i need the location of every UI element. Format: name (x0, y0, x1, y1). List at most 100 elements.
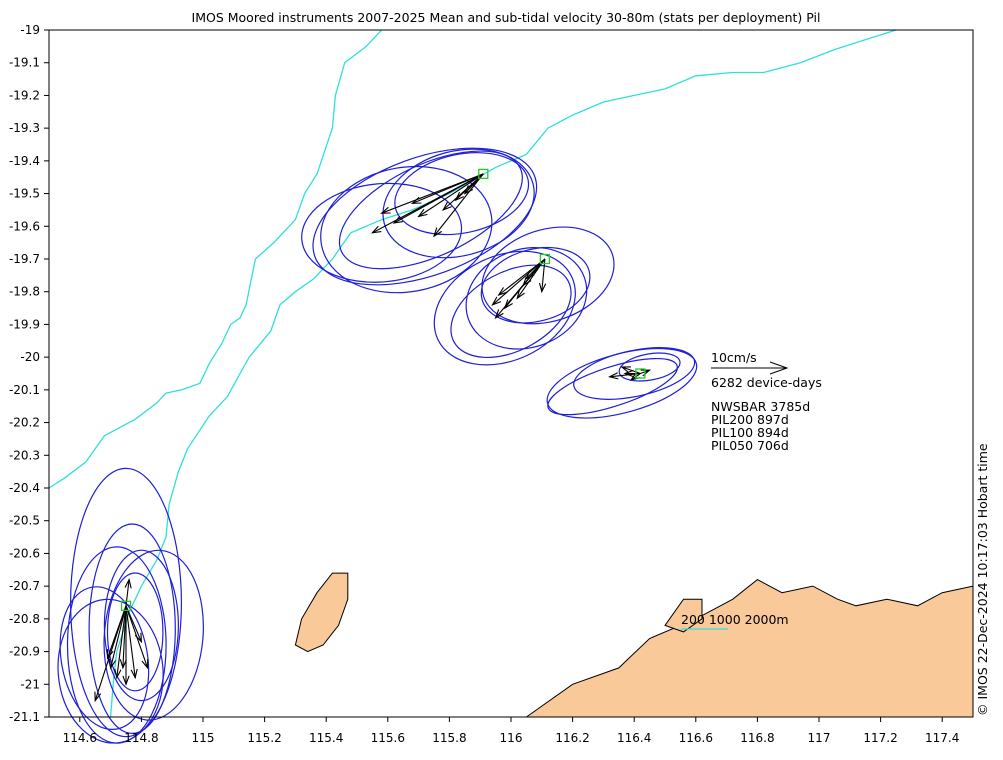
y-tick-label: -19.4 (9, 154, 40, 168)
scale-arrow-head (769, 361, 789, 375)
x-tick-label: 116 (500, 731, 523, 745)
nwsbar-velocity-vector-3 (418, 173, 484, 217)
station-label-2: PIL200 897d (711, 412, 789, 427)
pil200-variance-ellipse-4 (480, 246, 591, 324)
ellipse-layer (57, 147, 698, 744)
pil050-velocity-arrowhead-2 (114, 668, 122, 680)
pil200-variance-ellipse-0 (481, 226, 615, 325)
x-tick-label: 115.6 (371, 731, 405, 745)
nwsbar-variance-ellipse-0 (382, 148, 535, 259)
pil050-velocity-arrowhead-1 (109, 658, 117, 670)
nwsbar-velocity-arrowhead-2 (380, 206, 391, 214)
scale-label: 10cm/s (711, 350, 757, 365)
land-polygon-2 (664, 598, 703, 633)
pil100-variance-ellipse-1 (573, 347, 696, 400)
y-tick-label: -19.7 (9, 252, 40, 266)
pil200-velocity-vector-3 (516, 258, 546, 299)
nwsbar-velocity-vector-4 (412, 173, 484, 204)
pil050-variance-ellipse-7 (57, 598, 164, 744)
pil050-variance-ellipse-3 (103, 549, 179, 702)
x-tick-label: 114.6 (63, 731, 97, 745)
y-tick-label: -20.5 (9, 514, 40, 528)
x-tick-label: 114.8 (124, 731, 158, 745)
pil100-velocity-arrowhead-4 (623, 369, 634, 378)
pil050-velocity-vector-8 (106, 605, 127, 659)
y-tick-label: -19.3 (9, 121, 40, 135)
land-polygon-0 (524, 579, 974, 718)
pil050-velocity-arrowhead-6 (124, 578, 132, 589)
y-tick-label: -19 (20, 23, 40, 37)
pil100-variance-ellipse-3 (618, 352, 681, 382)
pil050-velocity-arrowhead-8 (106, 649, 114, 660)
pil200-mooring-marker (539, 253, 551, 265)
y-tick-label: -19.1 (9, 56, 40, 70)
x-axis: 114.6 114.8 115 115.2 115.4 115.6 115.8 116 116.… (63, 717, 959, 745)
pil200-velocity-arrowhead-0 (491, 296, 502, 306)
y-tick-label: -20.4 (9, 481, 40, 495)
y-tick-label: -21 (20, 677, 40, 691)
pil100-mooring-marker (635, 368, 646, 379)
nwsbar-velocity-arrowhead-1 (392, 215, 403, 224)
y-tick-label: -19.6 (9, 219, 40, 233)
device-days-label: 6282 device-days (711, 375, 822, 390)
pil050-velocity-arrowhead-9 (119, 659, 127, 670)
nwsbar-velocity-arrowhead-7 (433, 227, 442, 238)
pil050-variance-ellipse-6 (106, 572, 164, 692)
pil050-velocity-arrowhead-3 (130, 668, 138, 680)
pil050-variance-ellipse-5 (103, 549, 204, 721)
pil200-velocity-arrowhead-5 (538, 282, 547, 294)
pil200-velocity-vector-6 (495, 258, 546, 319)
nwsbar-velocity-arrowhead-3 (417, 208, 428, 218)
nwsbar-variance-ellipse-2 (320, 165, 493, 294)
pil100-variance-ellipse-2 (547, 357, 678, 416)
land-polygon-1 (294, 572, 349, 653)
nwsbar-variance-ellipse-3 (338, 150, 523, 270)
pil050-variance-ellipse-1 (88, 523, 176, 734)
pil050-variance-ellipse-4 (59, 586, 150, 731)
isobath-label: 200 1000 2000m (681, 612, 789, 627)
y-tick-label: -20.1 (9, 383, 40, 397)
y-tick-label: -19.8 (9, 285, 40, 299)
nwsbar-velocity-arrowhead-5 (441, 201, 452, 211)
pil200-variance-ellipse-2 (465, 246, 588, 350)
pil050-velocity-vector-9 (122, 605, 127, 668)
y-tick-label: -20.2 (9, 416, 40, 430)
vector-layer (94, 173, 652, 703)
x-tick-label: 115.4 (309, 731, 343, 745)
x-tick-label: 116.2 (555, 731, 589, 745)
pil100-velocity-arrowhead-0 (608, 372, 619, 380)
station-label-4: PIL050 706d (711, 438, 789, 453)
y-tick-label: -20.6 (9, 546, 40, 560)
pil100-velocity-arrowhead-1 (620, 366, 631, 374)
pil200-velocity-arrowhead-1 (503, 299, 513, 310)
y-tick-label: -20 (20, 350, 40, 364)
land-layer (294, 572, 974, 718)
nwsbar-velocity-vector-7 (433, 173, 484, 237)
nwsbar-velocity-arrowhead-0 (370, 225, 382, 234)
pil050-velocity-vector-1 (110, 605, 127, 669)
pil200-variance-ellipse-1 (433, 250, 576, 366)
pil050-velocity-arrowhead-7 (122, 675, 130, 686)
y-tick-label: -20.3 (9, 448, 40, 462)
y-tick-label: -21.1 (9, 710, 40, 724)
pil050-velocity-arrowhead-0 (94, 691, 102, 703)
pil200-velocity-vector-7 (526, 258, 546, 279)
x-tick-label: 117.2 (863, 731, 897, 745)
pil200-velocity-arrowhead-6 (494, 309, 504, 320)
pil200-velocity-arrowhead-7 (525, 270, 535, 280)
chart-title: IMOS Moored instruments 2007-2025 Mean a… (192, 10, 821, 25)
imos-side-label: © IMOS 22-Dec-2024 10:17:03 Hobart time (975, 443, 990, 716)
station-label-1: NWSBAR 3785d (711, 399, 810, 414)
pil200-velocity-arrowhead-3 (516, 289, 525, 300)
x-tick-label: 115.8 (432, 731, 466, 745)
y-tick-label: -19.2 (9, 88, 40, 102)
pil200-velocity-vector-2 (498, 258, 546, 296)
nwsbar-mooring-marker (478, 168, 489, 180)
x-tick-label: 117.4 (925, 731, 959, 745)
pil200-velocity-vector-5 (541, 258, 546, 292)
pil050-velocity-vector-5 (125, 605, 149, 669)
nwsbar-variance-ellipse-1 (312, 147, 538, 286)
mooring-layer (120, 168, 646, 611)
isobath-line-0 (48, 29, 383, 489)
